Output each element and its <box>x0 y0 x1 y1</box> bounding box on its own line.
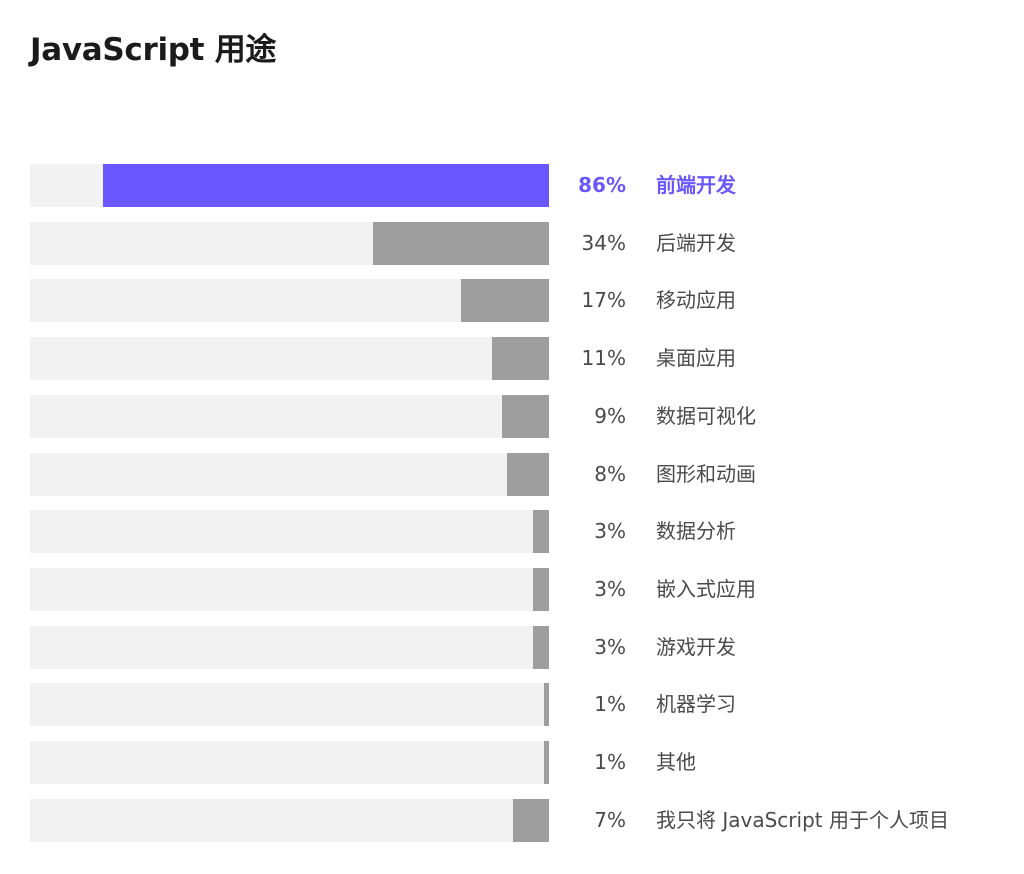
bar-track <box>30 164 549 207</box>
bar-value-label: 8% <box>594 462 626 486</box>
bar <box>544 741 549 784</box>
bar-track <box>30 337 549 380</box>
category-label: 后端开发 <box>656 231 736 255</box>
bar-value-label: 3% <box>594 635 626 659</box>
bar <box>533 626 549 669</box>
bar <box>507 453 549 496</box>
bar <box>533 510 549 553</box>
category-label: 我只将 JavaScript 用于个人项目 <box>656 808 949 832</box>
bar-value-label: 11% <box>581 346 626 370</box>
bar-value-label: 17% <box>581 288 626 312</box>
bar-track <box>30 453 549 496</box>
bar-track <box>30 510 549 553</box>
bar-track <box>30 568 549 611</box>
category-label: 图形和动画 <box>656 462 756 486</box>
category-label: 嵌入式应用 <box>656 577 756 601</box>
chart-title: JavaScript 用途 <box>30 32 277 68</box>
category-label: 游戏开发 <box>656 635 736 659</box>
category-label: 机器学习 <box>656 692 736 716</box>
bar <box>533 568 549 611</box>
bar <box>103 164 549 207</box>
category-label: 前端开发 <box>656 173 736 197</box>
bar-track <box>30 799 549 842</box>
category-label: 桌面应用 <box>656 346 736 370</box>
bar-value-label: 3% <box>594 577 626 601</box>
bar-value-label: 3% <box>594 519 626 543</box>
bar <box>373 222 549 265</box>
bar <box>492 337 549 380</box>
bar-value-label: 7% <box>594 808 626 832</box>
category-label: 数据分析 <box>656 519 736 543</box>
bar-value-label: 1% <box>594 750 626 774</box>
bar <box>513 799 549 842</box>
bar-track <box>30 279 549 322</box>
bar-track <box>30 683 549 726</box>
bar <box>502 395 549 438</box>
bar-value-label: 9% <box>594 404 626 428</box>
bar-value-label: 34% <box>581 231 626 255</box>
category-label: 移动应用 <box>656 288 736 312</box>
bar-track <box>30 395 549 438</box>
bar-track <box>30 741 549 784</box>
category-label: 其他 <box>656 750 696 774</box>
bar <box>461 279 549 322</box>
category-label: 数据可视化 <box>656 404 756 428</box>
bar-track <box>30 626 549 669</box>
bar <box>544 683 549 726</box>
bar-track <box>30 222 549 265</box>
bar-value-label: 1% <box>594 692 626 716</box>
bar-value-label: 86% <box>578 173 626 197</box>
